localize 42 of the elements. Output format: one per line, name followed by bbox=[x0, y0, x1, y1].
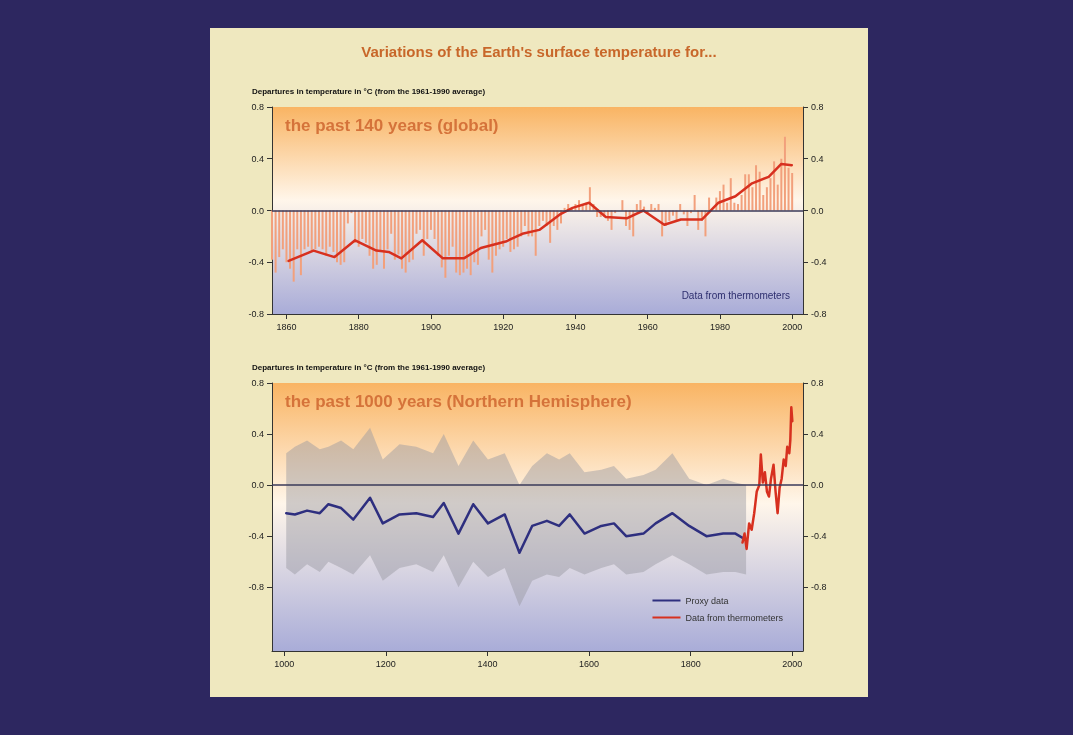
x-tick-label: 1860 bbox=[276, 321, 297, 332]
y-axis-title: Departures in temperature in °C (from the 1961-1990 average) bbox=[252, 362, 486, 372]
x-tick-label: 1600 bbox=[579, 658, 600, 669]
y-tick-label: 0.0 bbox=[251, 480, 264, 491]
y2-tick-label: 0.4 bbox=[811, 429, 824, 440]
y-tick-label: 0.4 bbox=[251, 429, 264, 440]
y2-tick-label: -0.8 bbox=[811, 582, 827, 593]
y-tick-label: -0.4 bbox=[248, 531, 264, 542]
legend-label: Proxy data bbox=[685, 595, 729, 606]
y-tick-label: 0.8 bbox=[251, 378, 264, 388]
x-tick-label: 1000 bbox=[274, 658, 295, 669]
text: the past 140 years (global) bbox=[285, 116, 499, 135]
x-tick-label: 1900 bbox=[420, 321, 441, 332]
x-tick-label: 1200 bbox=[375, 658, 396, 669]
y2-tick-label: 0.0 bbox=[811, 205, 824, 216]
x-tick-label: 2000 bbox=[782, 321, 803, 332]
x-tick-label: 1980 bbox=[709, 321, 730, 332]
y2-tick-label: -0.4 bbox=[811, 257, 827, 268]
x-tick-label: 2000 bbox=[782, 658, 803, 669]
y2-tick-label: 0.8 bbox=[811, 102, 824, 112]
text: the past 1000 years (Northern Hemisphere) bbox=[285, 392, 632, 411]
y2-tick-label: -0.4 bbox=[811, 531, 827, 542]
chart-title: Variations of the Earth's surface temperature for... bbox=[361, 43, 717, 60]
x-tick-label: 1800 bbox=[680, 658, 701, 669]
y-tick-label: 0.4 bbox=[251, 153, 264, 164]
y2-tick-label: 0.0 bbox=[811, 480, 824, 491]
y-tick-label: -0.8 bbox=[248, 582, 264, 593]
x-tick-label: 1920 bbox=[493, 321, 514, 332]
y-tick-label: 0.0 bbox=[251, 205, 264, 216]
x-tick-label: 1940 bbox=[565, 321, 586, 332]
y2-tick-label: 0.4 bbox=[811, 153, 824, 164]
y2-tick-label: 0.8 bbox=[811, 378, 824, 388]
legend-label: Data from thermometers bbox=[685, 612, 784, 623]
x-tick-label: 1960 bbox=[637, 321, 658, 332]
y-tick-label: 0.8 bbox=[251, 102, 264, 112]
x-tick-label: 1400 bbox=[477, 658, 498, 669]
y-axis-title: Departures in temperature in °C (from the 1961-1990 average) bbox=[252, 86, 486, 96]
y-tick-label: -0.4 bbox=[248, 257, 264, 268]
y-tick-label: -0.8 bbox=[248, 309, 264, 319]
annotation: Data from thermometers bbox=[681, 289, 791, 301]
x-tick-label: 1880 bbox=[348, 321, 369, 332]
y2-tick-label: -0.8 bbox=[811, 309, 827, 319]
